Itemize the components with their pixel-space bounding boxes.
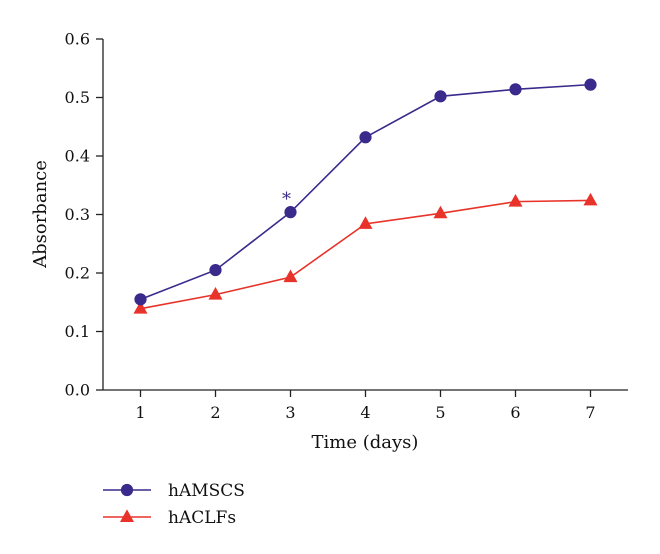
y-tick-label: 0.0 bbox=[65, 381, 90, 400]
y-tick-label: 0.5 bbox=[65, 88, 90, 107]
y-tick-label: 0.4 bbox=[65, 147, 90, 166]
y-axis-title: Absorbance bbox=[30, 160, 51, 269]
x-tick-label: 7 bbox=[585, 403, 595, 422]
x-tick-label: 6 bbox=[510, 403, 520, 422]
data-point-hamscs bbox=[359, 131, 372, 144]
y-tick-label: 0.3 bbox=[65, 205, 90, 224]
y-tick-label: 0.6 bbox=[65, 30, 90, 49]
data-point-hamscs bbox=[284, 206, 297, 219]
legend-item-haclfs: hACLFs bbox=[103, 508, 236, 528]
legend-marker-hamscs bbox=[120, 483, 134, 497]
y-ticks: 0.0 0.1 0.2 0.3 0.4 0.5 0.6 bbox=[65, 30, 103, 400]
data-point-haclfs bbox=[283, 269, 298, 283]
data-point-hamscs bbox=[509, 83, 522, 96]
y-tick-label: 0.2 bbox=[65, 264, 90, 283]
legend-label-hamscs: hAMSCS bbox=[168, 481, 245, 501]
x-tick-label: 5 bbox=[435, 403, 445, 422]
data-point-hamscs bbox=[134, 293, 147, 306]
x-tick-label: 4 bbox=[360, 403, 370, 422]
x-tick-label: 2 bbox=[210, 403, 220, 422]
x-ticks: 1 2 3 4 5 6 7 bbox=[135, 390, 596, 422]
axes bbox=[102, 39, 628, 391]
legend-marker-haclfs bbox=[119, 509, 135, 522]
series-layer bbox=[133, 78, 598, 314]
data-point-haclfs bbox=[358, 216, 373, 229]
data-point-haclfs bbox=[433, 205, 448, 219]
data-point-haclfs bbox=[508, 194, 523, 207]
data-point-hamscs bbox=[434, 90, 447, 103]
x-axis-title: Time (days) bbox=[312, 432, 419, 453]
data-point-haclfs bbox=[583, 192, 598, 206]
series-hamscs bbox=[134, 78, 597, 306]
x-tick-label: 1 bbox=[135, 403, 145, 422]
data-point-hamscs bbox=[209, 263, 222, 277]
significance-asterisk: * bbox=[282, 189, 291, 210]
data-point-hamscs bbox=[584, 78, 597, 91]
legend-label-haclfs: hACLFs bbox=[168, 508, 236, 528]
data-point-haclfs bbox=[133, 301, 148, 314]
y-tick-label: 0.1 bbox=[65, 322, 90, 341]
series-line-hamscs bbox=[140, 83, 591, 301]
x-tick-label: 3 bbox=[285, 403, 295, 422]
annotation-layer: * bbox=[282, 189, 291, 210]
data-point-haclfs bbox=[208, 287, 223, 300]
series-haclfs bbox=[133, 192, 598, 314]
legend-item-hamscs: hAMSCS bbox=[103, 481, 245, 501]
legend: hAMSCS hACLFs bbox=[103, 481, 245, 528]
